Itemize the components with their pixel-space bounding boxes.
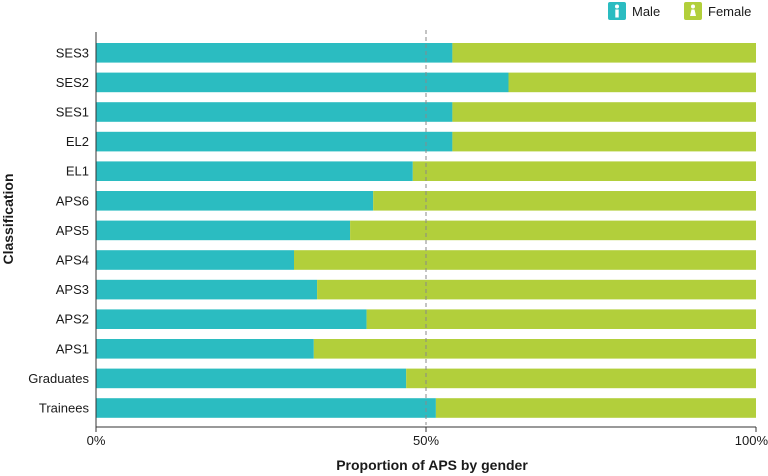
bar-female-el2 xyxy=(452,131,756,152)
x-axis-title: Proportion of APS by gender xyxy=(336,457,528,473)
bar-female-trainees xyxy=(435,398,756,418)
bar-female-ses2 xyxy=(508,72,756,93)
category-labels: SES3 SES2 SES1 EL2 EL1 APS6 APS5 APS4 APS3 APS2 AP… xyxy=(28,45,89,415)
bar-male-ses1 xyxy=(96,102,453,122)
bar-male-aps4 xyxy=(96,250,294,270)
category-label: APS1 xyxy=(56,341,89,356)
axes xyxy=(95,32,756,428)
category-label: APS5 xyxy=(56,223,89,238)
bar-female-el1 xyxy=(412,161,756,181)
legend: Male Female xyxy=(608,2,751,20)
category-label: SES3 xyxy=(56,45,89,60)
bar-female-ses1 xyxy=(452,102,756,122)
legend-item-female: Female xyxy=(684,2,751,20)
bar-male-aps5 xyxy=(96,220,351,241)
y-axis-title: Classification xyxy=(0,173,16,264)
bar-female-aps1 xyxy=(313,339,756,359)
bar-female-ses3 xyxy=(452,43,756,63)
category-label: SES2 xyxy=(56,75,89,90)
bar-female-aps6 xyxy=(373,191,756,211)
bars-layer xyxy=(96,30,756,425)
bar-male-aps2 xyxy=(96,309,367,329)
x-axis-ticks: 0% 50% 100% xyxy=(87,427,768,448)
category-label: EL2 xyxy=(66,134,89,149)
category-label: APS4 xyxy=(56,253,89,268)
category-label: APS3 xyxy=(56,282,89,297)
bar-female-aps3 xyxy=(317,279,756,300)
x-tick-label: 50% xyxy=(413,433,439,448)
category-label: SES1 xyxy=(56,105,89,120)
legend-label-male: Male xyxy=(632,4,660,19)
category-label: APS2 xyxy=(56,312,89,327)
bar-male-el1 xyxy=(96,161,413,181)
x-tick-label: 100% xyxy=(735,433,768,448)
category-label: EL1 xyxy=(66,164,89,179)
category-label: Graduates xyxy=(28,371,89,386)
bar-male-ses2 xyxy=(96,72,509,93)
category-label: Trainees xyxy=(39,401,90,416)
legend-label-female: Female xyxy=(708,4,751,19)
bar-male-ses3 xyxy=(96,43,453,63)
x-tick-label: 0% xyxy=(87,433,106,448)
bar-female-graduates xyxy=(406,368,756,389)
category-label: APS6 xyxy=(56,193,89,208)
bar-female-aps2 xyxy=(366,309,756,329)
legend-item-male: Male xyxy=(608,2,660,20)
bar-female-aps4 xyxy=(294,250,756,270)
bar-female-aps5 xyxy=(350,220,756,241)
bar-male-trainees xyxy=(96,398,436,418)
bar-male-graduates xyxy=(96,368,407,389)
bar-male-aps3 xyxy=(96,279,318,300)
bar-male-el2 xyxy=(96,131,453,152)
bar-male-aps1 xyxy=(96,339,314,359)
bar-male-aps6 xyxy=(96,191,374,211)
